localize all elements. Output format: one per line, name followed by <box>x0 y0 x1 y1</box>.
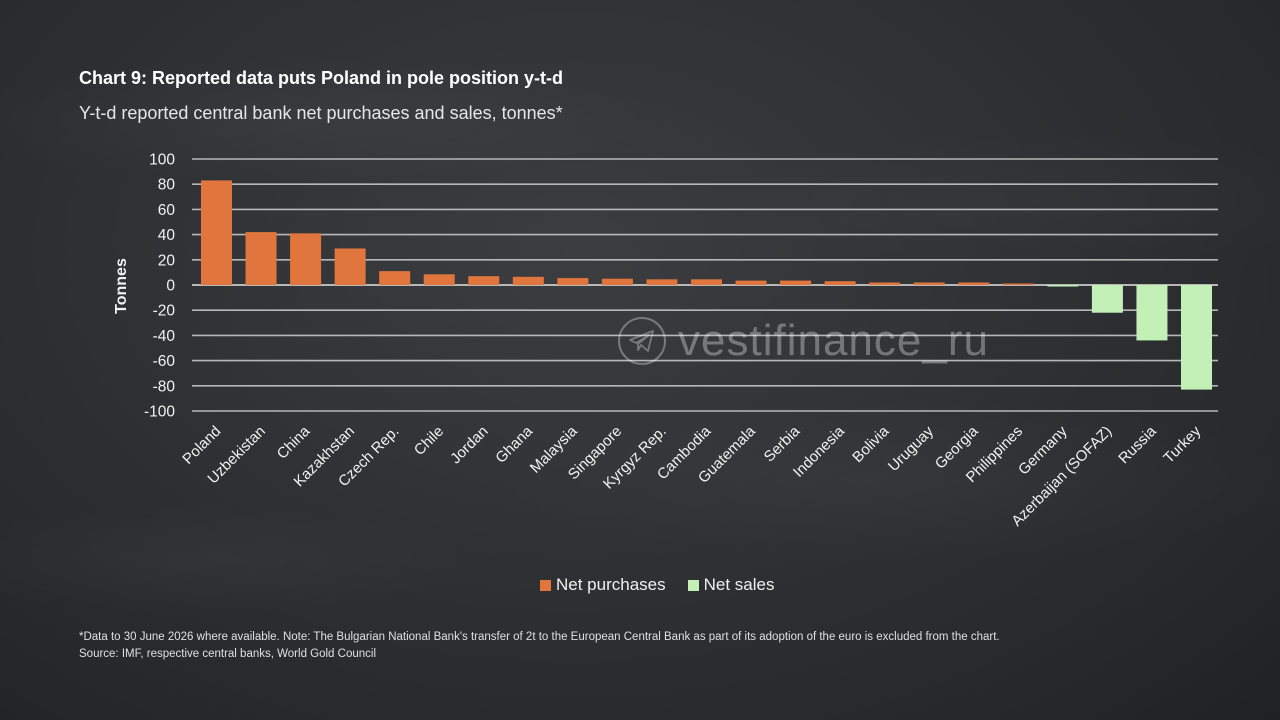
y-axis-ticks: 100 80 60 40 20 0 -20 -40 -60 -80 -100 <box>144 152 175 421</box>
bar-ghana <box>512 276 544 285</box>
y-tick-label: 100 <box>149 152 175 169</box>
bar-uzbekistan <box>245 232 277 285</box>
x-tick-label: China <box>274 422 314 462</box>
bar-chile <box>423 274 455 285</box>
bar-germany <box>1047 285 1079 287</box>
legend-swatch-net-sales <box>687 579 699 591</box>
legend-label-net-purchases: Net purchases <box>556 575 666 594</box>
x-tick-label: Serbia <box>761 422 804 465</box>
bar-georgia <box>958 282 990 285</box>
bar-russia <box>1136 285 1168 341</box>
legend-item-net-purchases: Net purchases <box>540 575 666 595</box>
y-tick-label: -20 <box>153 303 176 320</box>
y-tick-label: -60 <box>153 353 176 370</box>
legend-item-net-sales: Net sales <box>687 575 775 595</box>
y-axis-label: Tonnes <box>113 258 130 314</box>
bar-cambodia <box>691 279 722 285</box>
y-tick-label: 0 <box>166 278 175 295</box>
chart-subtitle: Y-t-d reported central bank net purchase… <box>79 103 563 123</box>
legend-label-net-sales: Net sales <box>703 575 775 594</box>
legend-swatch-net-purchases <box>540 579 551 591</box>
bar-bolivia <box>869 282 901 285</box>
bar-jordan <box>468 276 500 285</box>
bar-singapore <box>601 278 633 285</box>
x-tick-label: Ghana <box>492 422 536 466</box>
bar-china <box>290 233 322 285</box>
bar-poland <box>201 180 232 285</box>
bar-serbia <box>780 280 812 285</box>
bar-guatemala <box>735 280 767 285</box>
bar-kazakhstan <box>334 248 366 285</box>
gridlines <box>192 158 1218 412</box>
x-tick-label: Turkey <box>1160 422 1204 466</box>
bars <box>201 180 1212 390</box>
bar-kyrgyz-rep <box>646 279 678 285</box>
bar-malaysia <box>557 278 589 285</box>
y-tick-label: -80 <box>153 378 176 395</box>
x-tick-label: Chile <box>411 423 447 459</box>
bar-azerbaijan-sofaz <box>1091 285 1123 313</box>
footnote-source: Source: IMF, respective central banks, W… <box>79 648 376 660</box>
legend: Net purchases Net sales <box>540 575 775 595</box>
x-tick-label: Uruguay <box>885 422 937 474</box>
x-tick-label: Jordan <box>447 423 491 467</box>
bar-philippines <box>1002 283 1034 285</box>
y-tick-label: 60 <box>158 202 176 219</box>
y-tick-label: 40 <box>158 227 176 244</box>
y-tick-label: 20 <box>158 252 176 269</box>
bar-turkey <box>1181 285 1212 390</box>
footnote: *Data to 30 June 2026 where available. N… <box>79 629 1000 663</box>
chart-title: Chart 9: Reported data puts Poland in po… <box>79 68 564 88</box>
x-tick-label: Bolivia <box>849 422 893 466</box>
bar-indonesia <box>824 281 856 285</box>
bar-uruguay <box>913 282 945 285</box>
footnote-note: *Data to 30 June 2026 where available. N… <box>79 631 1000 643</box>
y-tick-label: -100 <box>144 404 175 421</box>
bar-czech-rep <box>379 271 411 285</box>
x-tick-label: Russia <box>1115 422 1160 467</box>
y-tick-label: 80 <box>158 177 176 194</box>
y-tick-label: -40 <box>153 328 176 345</box>
